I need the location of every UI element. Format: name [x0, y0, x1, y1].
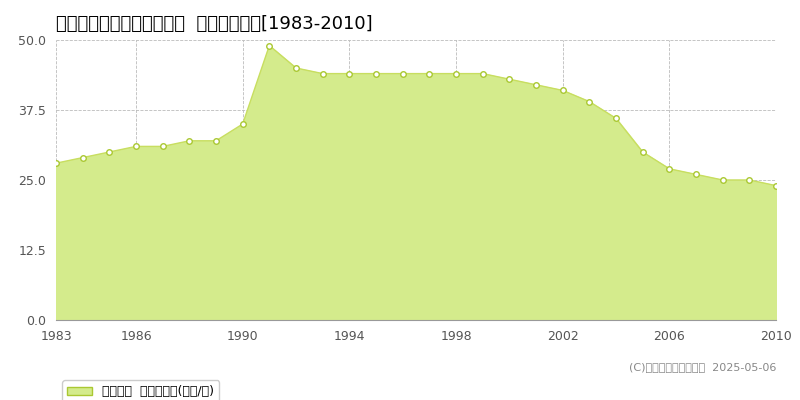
Text: 加古川市別府町新野辺北町  公示地価推移[1983-2010]: 加古川市別府町新野辺北町 公示地価推移[1983-2010] [56, 15, 373, 33]
Legend: 公示地価  平均坪単価(万円/坪): 公示地価 平均坪単価(万円/坪) [62, 380, 219, 400]
Text: (C)土地価格ドットコム  2025-05-06: (C)土地価格ドットコム 2025-05-06 [629, 362, 776, 372]
